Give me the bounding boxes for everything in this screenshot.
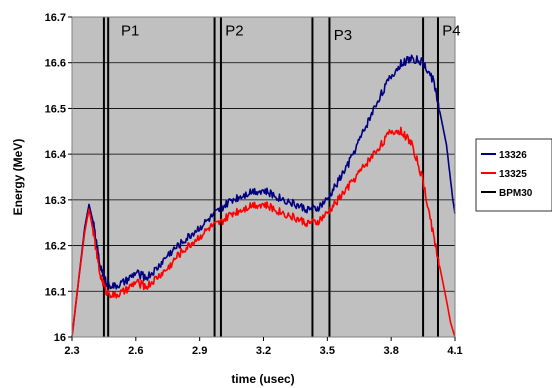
legend-label: 13325 xyxy=(499,169,527,180)
x-tick-label: 3.2 xyxy=(256,345,271,357)
annotation-label: P4 xyxy=(442,22,460,39)
gridlines xyxy=(72,62,455,292)
series-line-13326 xyxy=(71,54,456,338)
legend-label: 13326 xyxy=(499,150,527,161)
y-tick-label: 16.1 xyxy=(45,286,66,298)
x-axis-title: time (usec) xyxy=(231,372,294,386)
annotation-label: P2 xyxy=(225,22,243,39)
x-axis-ticks: 2.3 2.6 2.9 3.2 3.5 3.8 4.1 xyxy=(64,337,463,357)
x-tick-label: 3.8 xyxy=(384,345,399,357)
annotations: P1 P2 P3 P4 xyxy=(121,22,461,44)
y-tick-label: 16.4 xyxy=(45,149,67,161)
y-tick-label: 16.2 xyxy=(45,241,66,253)
y-tick-label: 16.7 xyxy=(45,12,66,24)
x-tick-label: 2.9 xyxy=(192,345,207,357)
legend-box xyxy=(475,138,552,212)
x-tick-label: 3.5 xyxy=(320,345,335,357)
y-tick-label: 16.6 xyxy=(45,58,66,70)
series-line-13325 xyxy=(71,126,456,338)
annotation-label: P1 xyxy=(121,22,139,39)
x-tick-label: 2.6 xyxy=(128,345,143,357)
y-tick-label: 16.3 xyxy=(45,195,66,207)
y-axis-title: Energy (MeV) xyxy=(11,139,25,216)
x-tick-label: 4.1 xyxy=(447,345,462,357)
x-tick-label: 2.3 xyxy=(64,345,79,357)
y-axis-ticks: 16 16.1 16.2 16.3 16.4 16.5 16.6 16.7 xyxy=(45,12,72,344)
annotation-label: P3 xyxy=(334,27,352,44)
y-tick-label: 16.5 xyxy=(45,103,66,115)
legend: 13326 13325 BPM30 xyxy=(475,138,552,212)
legend-label: BPM30 xyxy=(499,188,533,199)
y-tick-label: 16 xyxy=(54,332,66,344)
data-series xyxy=(71,54,456,338)
